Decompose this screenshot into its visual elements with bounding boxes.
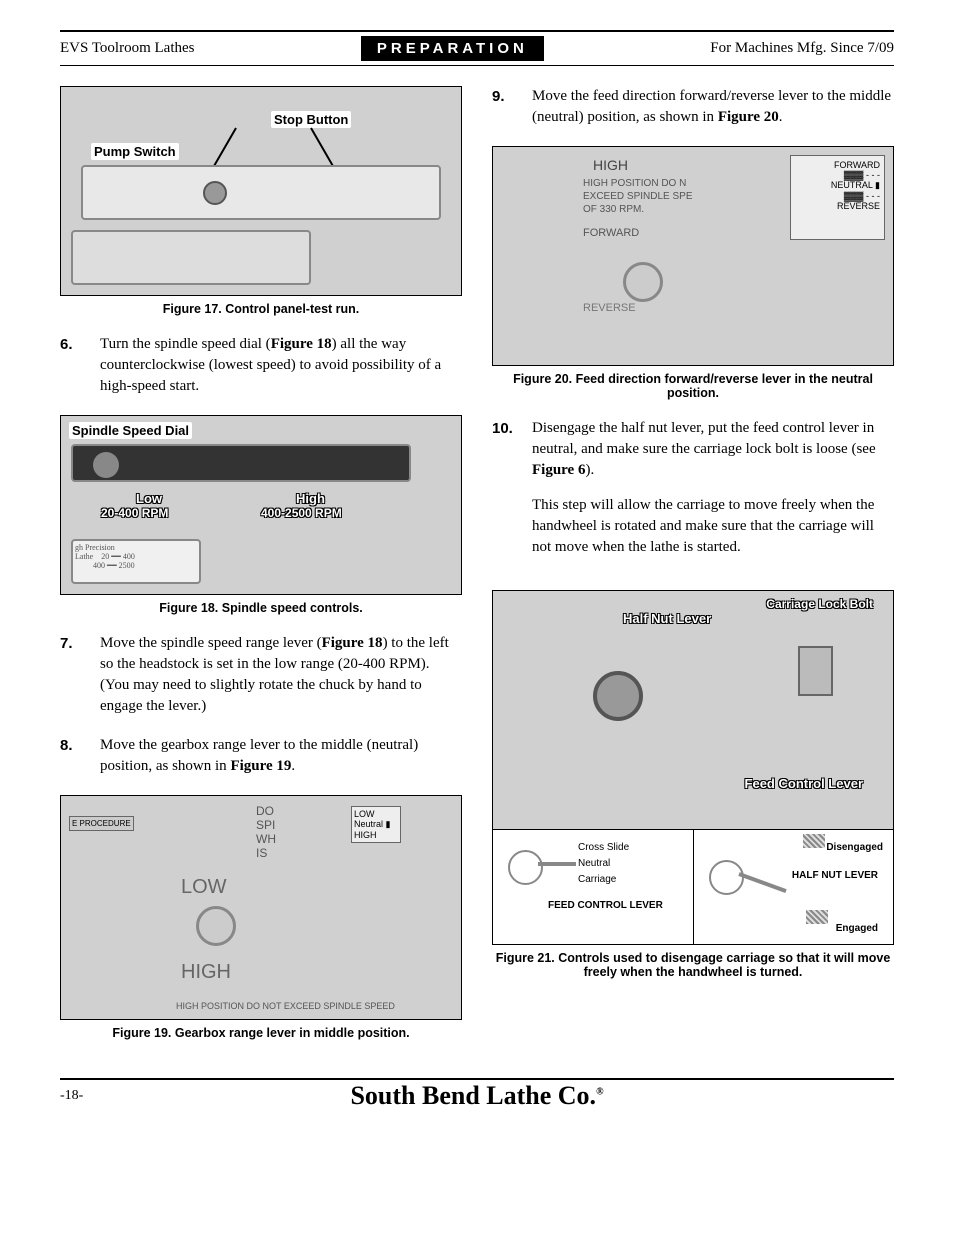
high-big-label: HIGH bbox=[181, 961, 231, 984]
low-label: Low bbox=[136, 491, 162, 506]
step-body: Disengage the half nut lever, put the fe… bbox=[532, 418, 894, 572]
hatch-icon bbox=[803, 834, 825, 848]
lever-hub-sketch bbox=[196, 906, 236, 946]
direction-diagram: FORWARD▓▓▓ - - - NEUTRAL ▮ ▓▓▓ - - - REV… bbox=[790, 155, 885, 240]
figure-18: Spindle Speed Dial Low 20-400 RPM High 4… bbox=[60, 415, 462, 595]
warning-block: HIGH POSITION DO N EXCEED SPINDLE SPE OF… bbox=[583, 177, 692, 216]
forward-text: FORWARD bbox=[583, 227, 639, 239]
apron-sketch bbox=[798, 646, 833, 696]
figure-20: HIGH HIGH POSITION DO N EXCEED SPINDLE S… bbox=[492, 146, 894, 366]
is-text: IS bbox=[256, 846, 267, 860]
disengaged-text: Disengaged bbox=[826, 842, 883, 853]
high-label: High bbox=[296, 491, 325, 506]
lever-arm-sketch bbox=[538, 862, 576, 866]
step-body: Move the feed direction forward/reverse … bbox=[532, 86, 894, 128]
range-table-sketch: gh PrecisionLathe 20 ━━ 400 400 ━━ 2500 bbox=[71, 539, 201, 584]
hatch-icon bbox=[806, 910, 828, 924]
handwheel-sketch bbox=[593, 671, 643, 721]
dial-knob-sketch bbox=[93, 452, 119, 478]
spindle-dial-label: Spindle Speed Dial bbox=[69, 422, 192, 439]
half-nut-diagram: Disengaged HALF NUT LEVER Engaged bbox=[694, 830, 894, 944]
figure-17-caption: Figure 17. Control panel-test run. bbox=[60, 302, 462, 316]
machine-base-sketch bbox=[71, 230, 311, 285]
cross-slide-text: Cross Slide bbox=[578, 842, 629, 853]
figure-18-caption: Figure 18. Spindle speed controls. bbox=[60, 601, 462, 615]
footer-logo: South Bend Lathe Co.® bbox=[350, 1081, 603, 1111]
stop-button-label: Stop Button bbox=[271, 111, 351, 128]
step-number: 10. bbox=[492, 418, 532, 572]
control-panel-sketch bbox=[81, 165, 441, 220]
right-column: 9. Move the feed direction forward/rever… bbox=[492, 86, 894, 1058]
header-right: For Machines Mfg. Since 7/09 bbox=[710, 40, 894, 57]
figure-17: Stop Button Pump Switch bbox=[60, 86, 462, 296]
spi-text: SPI bbox=[256, 818, 275, 832]
lock-bolt-label: Carriage Lock Bolt bbox=[766, 597, 873, 611]
half-nut-label: Half Nut Lever bbox=[623, 611, 711, 626]
left-column: Stop Button Pump Switch Figure 17. Contr… bbox=[60, 86, 462, 1058]
step-body: Move the gearbox range lever to the midd… bbox=[100, 735, 462, 777]
content-columns: Stop Button Pump Switch Figure 17. Contr… bbox=[60, 86, 894, 1058]
engaged-text: Engaged bbox=[836, 923, 878, 934]
header-left: EVS Toolroom Lathes bbox=[60, 40, 195, 57]
button-sketch bbox=[203, 181, 227, 205]
lever-hub-sketch bbox=[623, 262, 663, 302]
figure-19: LOW Neutral ▮ HIGH DO SPI WH IS LOW HIGH… bbox=[60, 795, 462, 1020]
step-8: 8. Move the gearbox range lever to the m… bbox=[60, 735, 462, 777]
step-7: 7. Move the spindle speed range lever (F… bbox=[60, 633, 462, 717]
step-number: 8. bbox=[60, 735, 100, 777]
step-6: 6. Turn the spindle speed dial (Figure 1… bbox=[60, 334, 462, 397]
lever-circle-sketch bbox=[709, 860, 744, 895]
reverse-text: REVERSE bbox=[583, 302, 636, 314]
page-header: EVS Toolroom Lathes PREPARATION For Mach… bbox=[60, 30, 894, 66]
step-10: 10. Disengage the half nut lever, put th… bbox=[492, 418, 894, 572]
step-body: Move the spindle speed range lever (Figu… bbox=[100, 633, 462, 717]
page-footer: -18- South Bend Lathe Co.® bbox=[60, 1078, 894, 1104]
figure-21: Half Nut Lever Carriage Lock Bolt Feed C… bbox=[492, 590, 894, 945]
header-center-section: PREPARATION bbox=[361, 36, 544, 61]
figure-20-caption: Figure 20. Feed direction forward/revers… bbox=[492, 372, 894, 400]
lever-arm-sketch bbox=[738, 872, 786, 893]
feed-control-label: FEED CONTROL LEVER bbox=[548, 900, 663, 911]
high-label: HIGH bbox=[593, 157, 628, 173]
step-9: 9. Move the feed direction forward/rever… bbox=[492, 86, 894, 128]
step-number: 7. bbox=[60, 633, 100, 717]
page-number: -18- bbox=[60, 1088, 83, 1104]
procedure-label: E PROCEDURE bbox=[69, 816, 134, 831]
neutral-text: Neutral bbox=[578, 858, 610, 869]
do-text: DO bbox=[256, 804, 274, 818]
high-rpm-label: 400-2500 RPM bbox=[261, 506, 342, 520]
warning-text: HIGH POSITION DO NOT EXCEED SPINDLE SPEE… bbox=[176, 1001, 395, 1011]
figure-21-caption: Figure 21. Controls used to disengage ca… bbox=[492, 951, 894, 979]
feed-lever-label: Feed Control Lever bbox=[745, 776, 863, 791]
control-diagrams: Cross Slide Neutral Carriage FEED CONTRO… bbox=[493, 829, 893, 944]
feed-lever-diagram: Cross Slide Neutral Carriage FEED CONTRO… bbox=[493, 830, 694, 944]
figure-19-caption: Figure 19. Gearbox range lever in middle… bbox=[60, 1026, 462, 1040]
carriage-text: Carriage bbox=[578, 874, 616, 885]
low-rpm-label: 20-400 RPM bbox=[101, 506, 168, 520]
wh-text: WH bbox=[256, 832, 276, 846]
lever-indicator-sketch: LOW Neutral ▮ HIGH bbox=[351, 806, 401, 843]
step-number: 9. bbox=[492, 86, 532, 128]
lever-circle-sketch bbox=[508, 850, 543, 885]
dial-panel-sketch bbox=[71, 444, 411, 482]
step-body: Turn the spindle speed dial (Figure 18) … bbox=[100, 334, 462, 397]
pump-switch-label: Pump Switch bbox=[91, 143, 179, 160]
low-big-label: LOW bbox=[181, 876, 227, 899]
half-nut-lever-text: HALF NUT LEVER bbox=[792, 870, 878, 881]
step-number: 6. bbox=[60, 334, 100, 397]
